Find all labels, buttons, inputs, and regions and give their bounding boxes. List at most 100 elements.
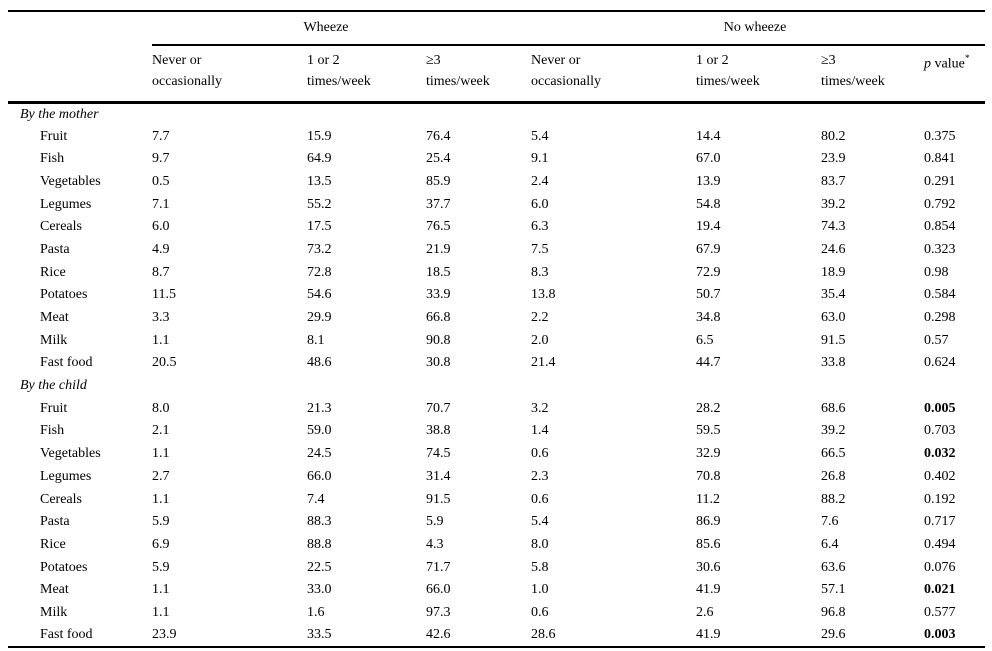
value-cell: 2.4 <box>531 173 549 189</box>
col-header-nowheeze-3plus: ≥3 times/week <box>821 45 925 104</box>
p-value-cell: 0.494 <box>924 536 956 552</box>
spanner-spacer-cell <box>8 11 152 45</box>
p-value-cell: 0.375 <box>924 128 956 144</box>
table-row: Pasta 5.9 88.3 5.9 5.4 86.9 7.6 0.717 <box>8 511 985 534</box>
value-cell: 18.9 <box>821 264 846 280</box>
col-header-line: times/week <box>426 74 490 89</box>
value-cell: 34.8 <box>696 310 721 326</box>
value-cell: 1.1 <box>152 446 170 462</box>
table-row: Potatoes 5.9 22.5 71.7 5.8 30.6 63.6 0.076 <box>8 556 985 579</box>
value-cell: 39.2 <box>821 196 846 212</box>
value-cell: 9.7 <box>152 151 170 167</box>
table-row: Milk 1.1 1.6 97.3 0.6 2.6 96.8 0.577 <box>8 602 985 625</box>
col-header-line: ≥3 <box>426 53 441 68</box>
value-cell: 0.6 <box>531 491 549 507</box>
value-cell: 35.4 <box>821 287 846 303</box>
value-cell: 2.2 <box>531 310 549 326</box>
table-row: Milk 1.1 8.1 90.8 2.0 6.5 91.5 0.57 <box>8 329 985 352</box>
value-cell: 42.6 <box>426 627 451 643</box>
value-cell: 2.7 <box>152 468 170 484</box>
value-cell: 8.0 <box>152 400 170 416</box>
col-header-line: 1 or 2 <box>307 53 340 68</box>
value-cell: 25.4 <box>426 151 451 167</box>
value-cell: 24.6 <box>821 241 846 257</box>
col-header-p-value: p value* <box>924 45 986 104</box>
value-cell: 17.5 <box>307 219 332 235</box>
value-cell: 30.6 <box>696 559 721 575</box>
p-value-cell: 0.717 <box>924 514 956 530</box>
value-cell: 23.9 <box>821 151 846 167</box>
table-row: Fruit 8.0 21.3 70.7 3.2 28.2 68.6 0.005 <box>8 397 985 420</box>
value-cell: 63.0 <box>821 310 846 326</box>
value-cell: 3.3 <box>152 310 170 326</box>
value-cell: 6.9 <box>152 536 170 552</box>
value-cell: 6.0 <box>152 219 170 235</box>
value-cell: 41.9 <box>696 627 721 643</box>
food-frequency-wheeze-table: Wheeze No wheeze Never or occasionally 1… <box>8 10 986 648</box>
value-cell: 31.4 <box>426 468 451 484</box>
value-cell: 88.2 <box>821 491 846 507</box>
row-label: Potatoes <box>40 559 88 575</box>
value-cell: 96.8 <box>821 604 846 620</box>
table-row: Fish 9.7 64.9 25.4 9.1 67.0 23.9 0.841 <box>8 148 985 171</box>
row-label: Cereals <box>40 491 82 507</box>
value-cell: 38.8 <box>426 423 451 439</box>
value-cell: 59.0 <box>307 423 332 439</box>
value-cell: 64.9 <box>307 151 332 167</box>
value-cell: 83.7 <box>821 173 846 189</box>
value-cell: 13.5 <box>307 173 332 189</box>
p-value-cell: 0.298 <box>924 310 956 326</box>
value-cell: 7.7 <box>152 128 170 144</box>
p-value-cell: 0.841 <box>924 151 956 167</box>
table-row: Pasta 4.9 73.2 21.9 7.5 67.9 24.6 0.323 <box>8 239 985 262</box>
value-cell: 5.4 <box>531 514 549 530</box>
section-header-row: By the child <box>8 375 985 398</box>
value-cell: 19.4 <box>696 219 721 235</box>
no-wheeze-group-header: No wheeze <box>531 11 925 46</box>
row-label: Pasta <box>40 514 70 530</box>
value-cell: 76.5 <box>426 219 451 235</box>
value-cell: 86.9 <box>696 514 721 530</box>
value-cell: 68.6 <box>821 400 846 416</box>
value-cell: 71.7 <box>426 559 451 575</box>
value-cell: 2.0 <box>531 332 549 348</box>
col-header-line: Never or <box>531 53 581 68</box>
value-cell: 72.9 <box>696 264 721 280</box>
value-cell: 32.9 <box>696 446 721 462</box>
value-cell: 5.8 <box>531 559 549 575</box>
group-spanner-row: Wheeze No wheeze <box>8 11 986 46</box>
value-cell: 2.6 <box>696 604 714 620</box>
section-label: By the mother <box>20 106 99 122</box>
value-cell: 13.8 <box>531 287 556 303</box>
value-cell: 66.0 <box>307 468 332 484</box>
value-cell: 59.5 <box>696 423 721 439</box>
p-value-cell: 0.624 <box>924 355 956 371</box>
table-row: Rice 8.7 72.8 18.5 8.3 72.9 18.9 0.98 <box>8 261 985 284</box>
value-cell: 6.4 <box>821 536 839 552</box>
col-header-line: 1 or 2 <box>696 53 729 68</box>
value-cell: 5.9 <box>152 559 170 575</box>
value-cell: 13.9 <box>696 173 721 189</box>
value-cell: 4.3 <box>426 536 444 552</box>
value-cell: 6.3 <box>531 219 549 235</box>
col-header-wheeze-1or2: 1 or 2 times/week <box>307 45 426 104</box>
column-header-row: Never or occasionally 1 or 2 times/week … <box>8 45 986 104</box>
spanner-end-cell <box>924 11 986 46</box>
table-row: Legumes 2.7 66.0 31.4 2.3 70.8 26.8 0.402 <box>8 466 985 489</box>
value-cell: 1.1 <box>152 582 170 598</box>
value-cell: 7.6 <box>821 514 839 530</box>
row-label: Rice <box>40 264 66 280</box>
col-header-line: ≥3 <box>821 53 836 68</box>
value-cell: 33.9 <box>426 287 451 303</box>
value-cell: 1.1 <box>152 332 170 348</box>
value-cell: 88.8 <box>307 536 332 552</box>
p-value-cell: 0.021 <box>924 582 956 598</box>
value-cell: 6.5 <box>696 332 714 348</box>
table-row: Legumes 7.1 55.2 37.7 6.0 54.8 39.2 0.792 <box>8 193 985 216</box>
row-label: Milk <box>40 604 68 620</box>
value-cell: 21.3 <box>307 400 332 416</box>
row-label: Milk <box>40 332 68 348</box>
value-cell: 4.9 <box>152 241 170 257</box>
p-value-cell: 0.291 <box>924 173 956 189</box>
value-cell: 5.4 <box>531 128 549 144</box>
